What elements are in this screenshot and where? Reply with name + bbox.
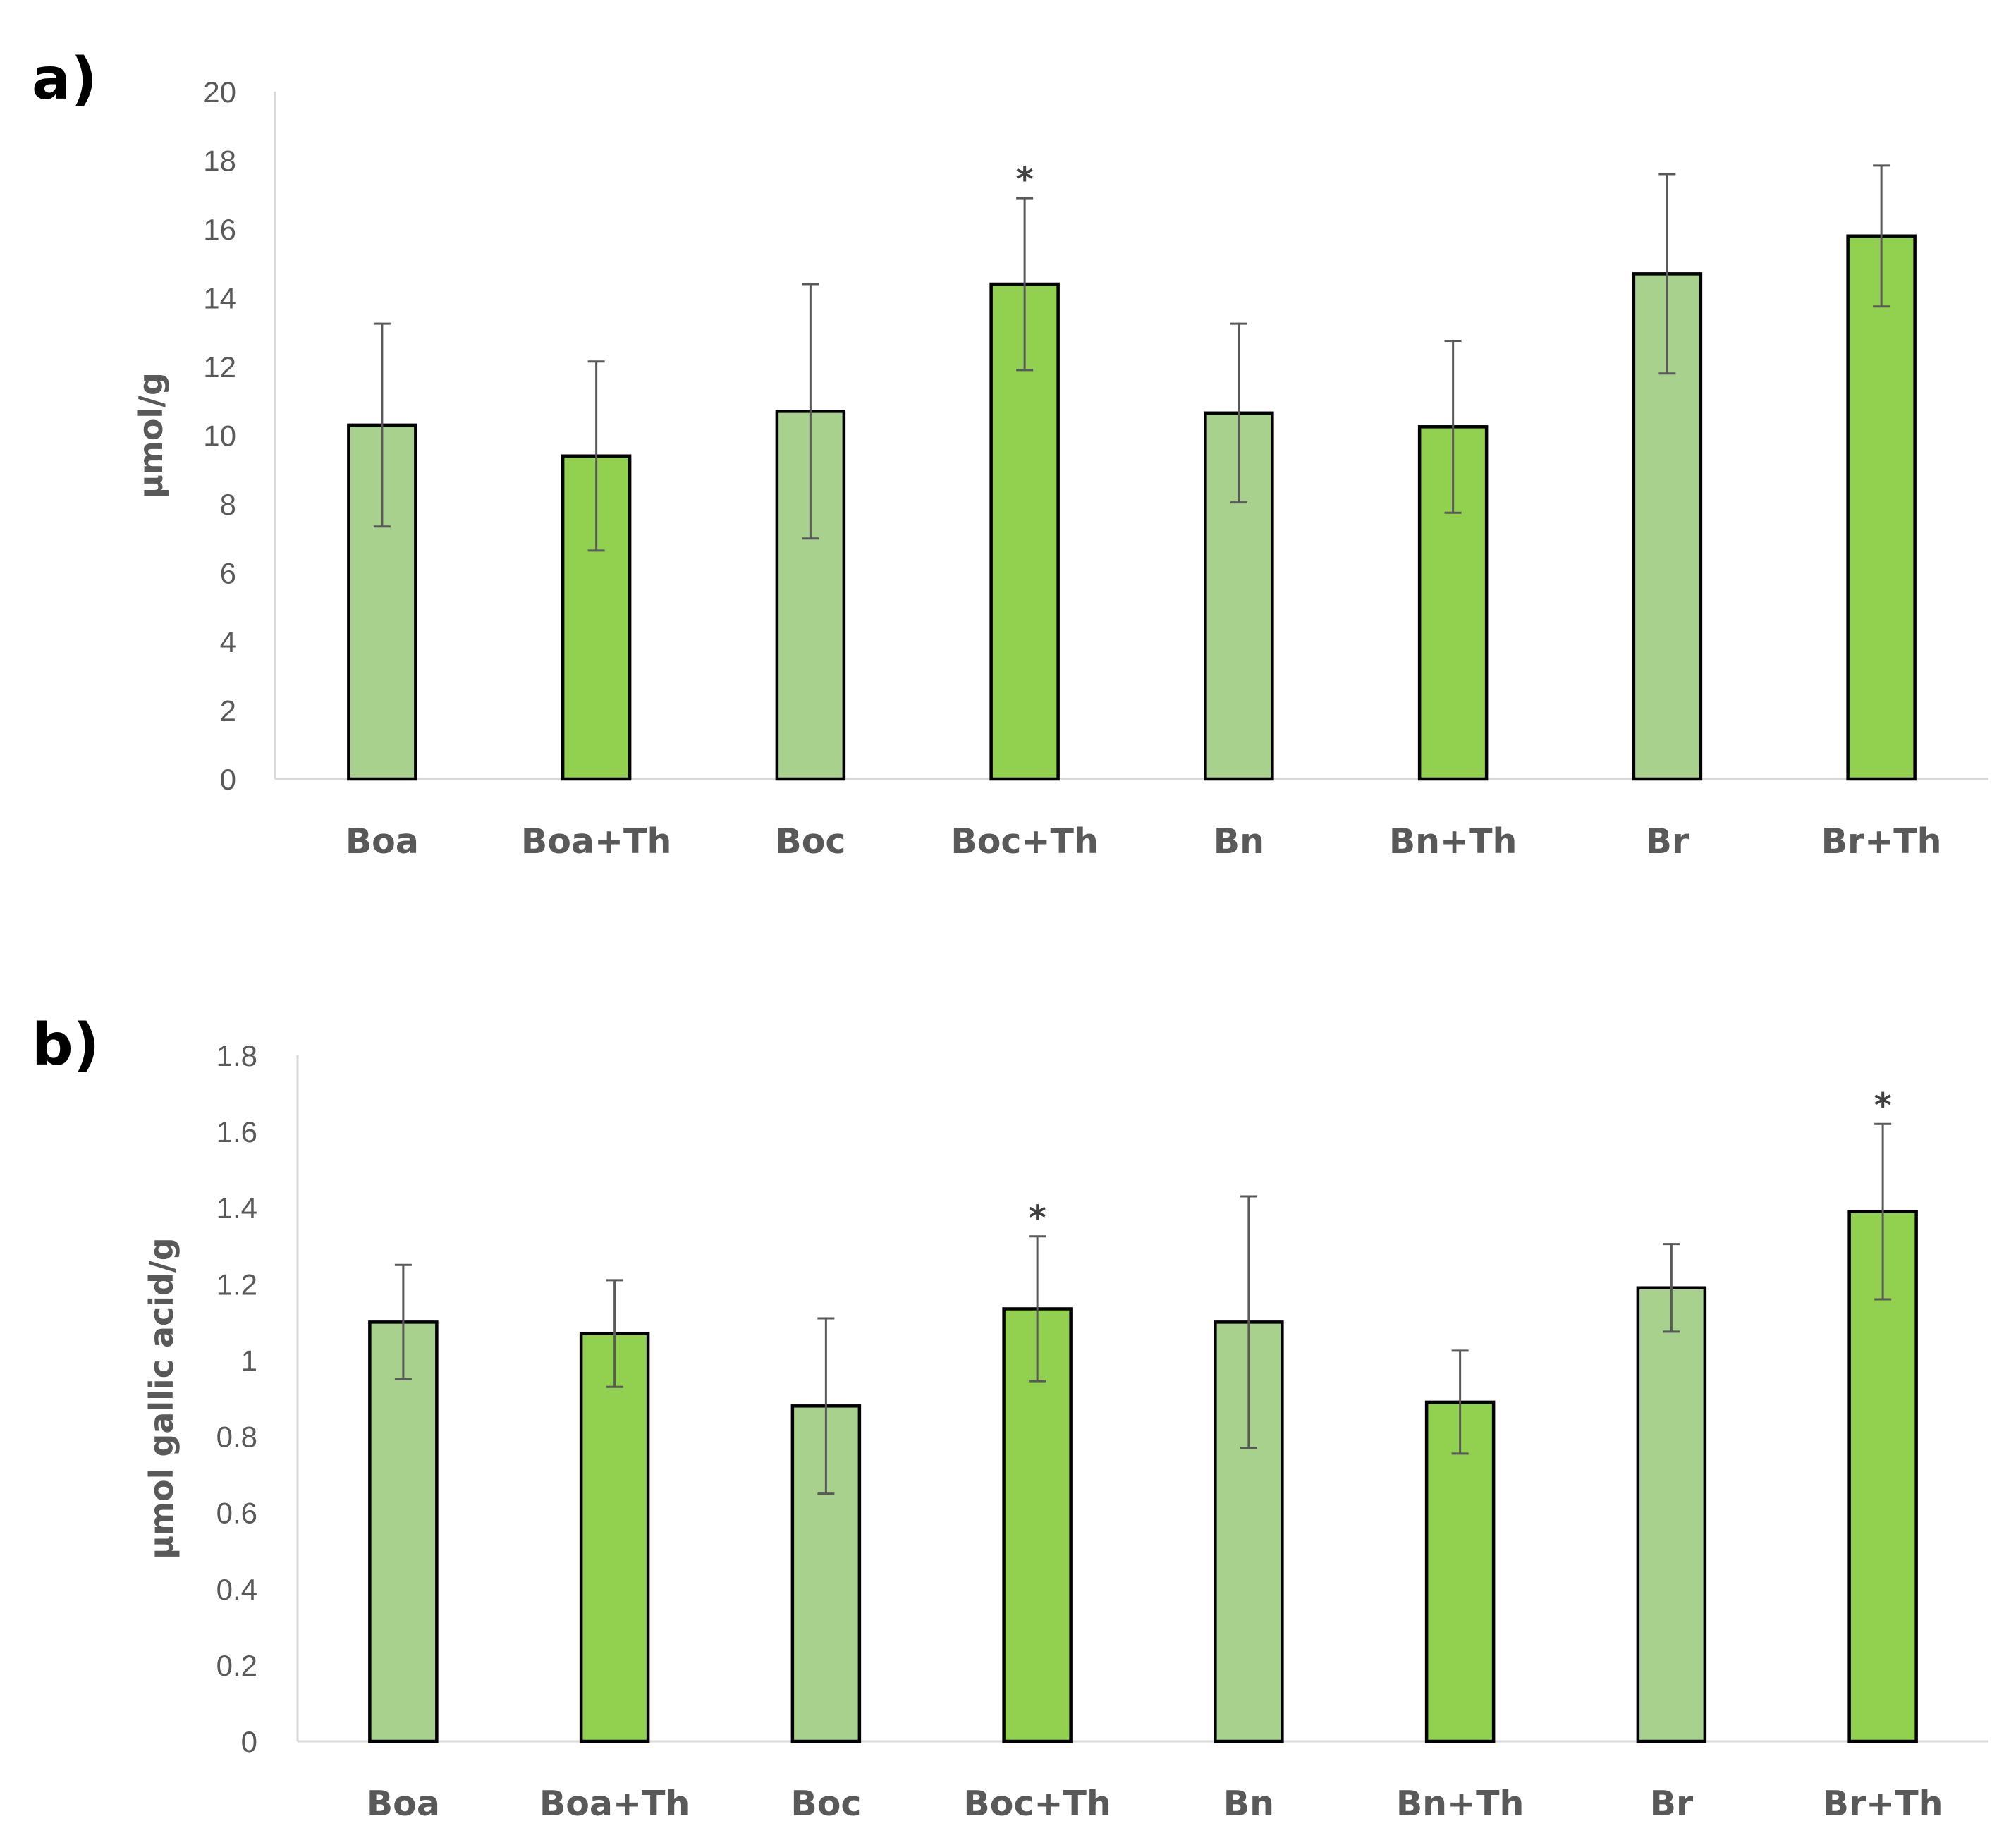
x-category-label: Bn bbox=[1214, 821, 1264, 862]
y-tick-label: 0.8 bbox=[216, 1421, 257, 1454]
panel-label: a) bbox=[32, 46, 97, 113]
y-tick-label: 1.8 bbox=[216, 1039, 257, 1072]
y-axis-label: µmol gallic acid/g bbox=[142, 1237, 181, 1559]
y-tick-label: 16 bbox=[203, 213, 236, 246]
x-category-label: Boc bbox=[790, 1784, 861, 1824]
significance-marker: * bbox=[1016, 160, 1034, 200]
y-tick-label: 8 bbox=[220, 488, 236, 521]
panel-label: b) bbox=[32, 1012, 99, 1079]
y-tick-label: 0.2 bbox=[216, 1649, 257, 1682]
y-tick-label: 0 bbox=[220, 763, 236, 796]
x-category-label: Br bbox=[1650, 1784, 1694, 1824]
x-category-label: Bn+Th bbox=[1396, 1784, 1525, 1824]
x-category-label: Boa bbox=[346, 821, 419, 862]
y-tick-label: 14 bbox=[203, 282, 236, 315]
significance-marker: * bbox=[1029, 1198, 1046, 1238]
x-category-label: Boa+Th bbox=[539, 1784, 690, 1824]
x-category-label: Br+Th bbox=[1821, 821, 1942, 862]
y-axis-label: µmol/g bbox=[132, 372, 170, 498]
y-tick-label: 0.4 bbox=[216, 1573, 257, 1606]
y-tick-label: 20 bbox=[203, 75, 236, 109]
x-category-label: Bn+Th bbox=[1389, 821, 1517, 862]
x-category-label: Boa bbox=[367, 1784, 440, 1824]
chart-panel-b: b) 0 0.2 0.4 0.6 0.8 1 1.2 1.4 1.6 1.8 µmol gallic … bbox=[32, 1012, 1988, 1824]
y-tick-label: 1.6 bbox=[216, 1115, 257, 1148]
x-category-label: Boc+Th bbox=[963, 1784, 1111, 1824]
x-category-label: Bn bbox=[1223, 1784, 1274, 1824]
bar-bn-th bbox=[1424, 1400, 1496, 1743]
y-tick-label: 1.2 bbox=[216, 1268, 257, 1301]
y-tick-label: 0 bbox=[241, 1725, 257, 1758]
y-tick-label: 1 bbox=[241, 1344, 257, 1377]
y-tick-label: 18 bbox=[203, 145, 236, 178]
y-tick-label: 4 bbox=[220, 625, 236, 658]
y-tick-label: 12 bbox=[203, 350, 236, 384]
x-category-label: Br bbox=[1646, 821, 1690, 862]
y-tick-label: 0.6 bbox=[216, 1497, 257, 1530]
y-tick-label: 10 bbox=[203, 419, 236, 453]
chart-panel-a: a) 0 2 4 6 8 10 12 14 16 18 20 µmol/g Boa Boa+Th Boc * Bo… bbox=[32, 46, 1988, 862]
y-tick-label: 6 bbox=[220, 557, 236, 590]
bar-boa-th bbox=[579, 1332, 650, 1743]
y-tick-label: 2 bbox=[220, 694, 236, 728]
x-category-label: Boc+Th bbox=[951, 821, 1098, 862]
bar-br-th bbox=[1846, 234, 1917, 781]
x-category-label: Boa+Th bbox=[521, 821, 671, 862]
bar-boa bbox=[368, 1320, 439, 1743]
y-tick-label: 1.4 bbox=[216, 1191, 257, 1225]
bar-boa-th bbox=[561, 454, 632, 781]
x-category-label: Br+Th bbox=[1823, 1784, 1943, 1824]
bar-br bbox=[1636, 1286, 1707, 1743]
significance-marker: * bbox=[1874, 1086, 1892, 1125]
x-category-label: Boc bbox=[775, 821, 845, 862]
